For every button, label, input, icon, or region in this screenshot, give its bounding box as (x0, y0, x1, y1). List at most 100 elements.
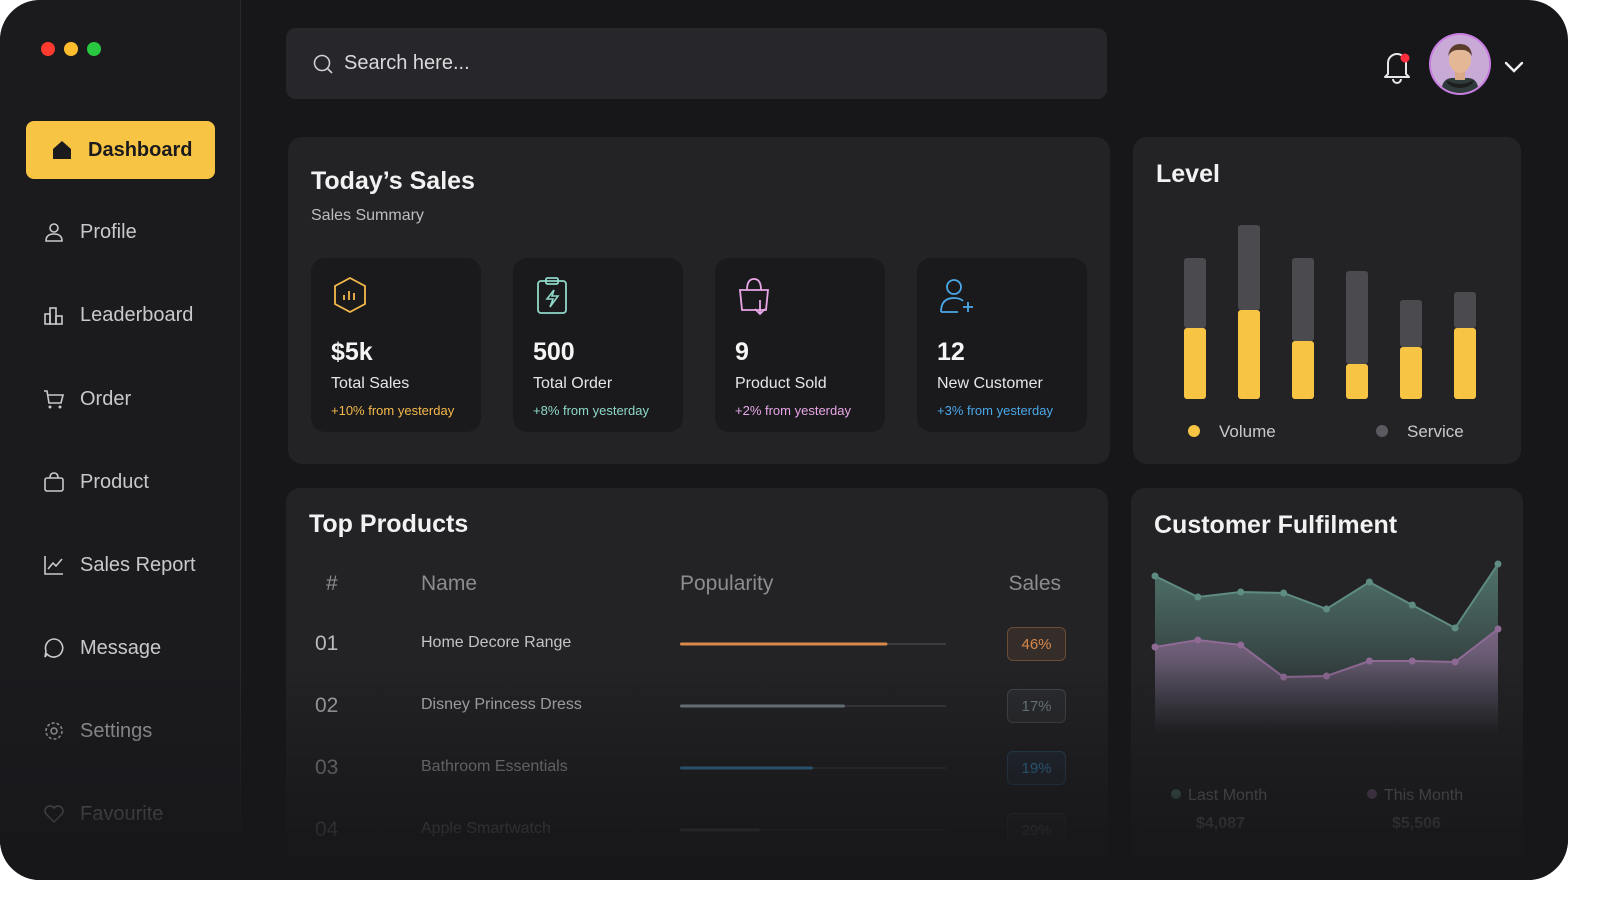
legend-label: Last Month (1188, 787, 1267, 804)
row-name: Apple Smartwatch (421, 820, 551, 837)
bar-segment (1400, 300, 1422, 347)
bar-segment (1292, 341, 1314, 399)
avatar[interactable] (1428, 32, 1492, 96)
card-change: +3% from yesterday (937, 403, 1053, 418)
nav-item[interactable]: Order (26, 370, 215, 428)
area-point (1408, 657, 1416, 665)
area-point (1494, 625, 1502, 633)
app: Dashboard Profile Leaderboard Order Product S… (0, 0, 1568, 880)
nav-item[interactable]: Message (26, 619, 215, 677)
row-name: Home Decore Range (421, 634, 572, 651)
todays-sales-panel: Today’s Sales Sales Summary $5k Total Sal… (288, 137, 1110, 464)
column-header: Sales (1008, 572, 1061, 595)
legend-label: Volume (1219, 422, 1276, 441)
nav-label: Order (80, 387, 132, 410)
window-zoom[interactable] (87, 42, 101, 56)
row-name: Disney Princess Dress (421, 696, 582, 713)
nav-item[interactable]: Leaderboard (26, 286, 215, 344)
legend-dot (1188, 425, 1200, 437)
panel-subtitle: Sales Summary (311, 207, 424, 224)
bar-segment (1454, 328, 1476, 399)
nav-label: Dashboard (88, 138, 193, 161)
window-minimize[interactable] (64, 42, 78, 56)
nav-item[interactable]: Settings (26, 702, 215, 760)
bar-segment (1292, 258, 1314, 341)
nav-label: Message (80, 636, 162, 659)
summary-card: 500 Total Order +8% from yesterday (513, 258, 683, 432)
legend-label: Service (1407, 422, 1464, 441)
popularity-bar (680, 642, 946, 646)
nav-icon (44, 638, 64, 658)
card-icon (537, 277, 567, 314)
legend-total: $5,506 (1392, 815, 1441, 832)
nav-icon (44, 390, 65, 409)
nav-item[interactable]: Favourite (26, 785, 215, 843)
legend-total: $4,087 (1196, 815, 1245, 832)
top-products-panel: Top Products # Name Popularity Sales 01 Home … (286, 488, 1108, 880)
popularity-fill (680, 766, 813, 770)
search-icon (313, 54, 333, 74)
column-header: Popularity (680, 572, 774, 595)
search-bar[interactable]: Search here... (286, 28, 1107, 99)
area-point (1365, 578, 1373, 586)
column-header: # (326, 572, 338, 595)
card-label: Product Sold (735, 375, 827, 392)
bar-segment (1184, 328, 1206, 399)
nav-icon (45, 722, 63, 740)
row-rank: 04 (315, 818, 339, 841)
bar-segment (1238, 310, 1260, 399)
area-point (1451, 658, 1459, 666)
popularity-fill (680, 828, 760, 832)
nav-item[interactable]: Profile (26, 203, 215, 261)
card-label: Total Sales (331, 375, 410, 392)
bar-segment (1346, 271, 1368, 364)
bar-segment (1400, 347, 1422, 399)
row-rank: 03 (315, 756, 339, 779)
row-name: Bathroom Essentials (421, 758, 568, 775)
bar-segment (1454, 292, 1476, 328)
nav-label: Profile (80, 220, 137, 243)
chart-title: Level (1156, 160, 1220, 188)
fulfilment-chart: Customer Fulfilment Last Month $4,087 This … (1151, 511, 1502, 832)
window-close[interactable] (41, 42, 55, 56)
card-icon (334, 276, 366, 314)
legend-label: This Month (1384, 787, 1463, 804)
card-value: 500 (533, 338, 575, 366)
card-label: New Customer (937, 375, 1043, 392)
card-icon (739, 278, 769, 316)
area-point (1280, 673, 1288, 681)
area-point (1194, 636, 1202, 644)
nav-label: Sales Report (80, 553, 196, 576)
nav-icon (44, 556, 63, 575)
row-rank: 02 (315, 694, 339, 717)
card-change: +10% from yesterday (331, 403, 455, 418)
bar-segment (1346, 364, 1368, 399)
row-rank: 01 (315, 632, 339, 655)
panel-title: Top Products (309, 510, 469, 538)
nav-item[interactable]: Product (26, 453, 215, 511)
nav-item[interactable]: Sales Report (26, 536, 215, 594)
sales-badge: 17% (1007, 689, 1066, 723)
area-point (1151, 572, 1159, 580)
chart-title: Customer Fulfilment (1154, 511, 1398, 539)
area-point (1365, 657, 1373, 665)
nav-item[interactable]: Dashboard (26, 121, 215, 179)
sales-badge: 29% (1007, 813, 1066, 847)
area-point (1194, 593, 1202, 601)
notification-bell[interactable] (1380, 48, 1414, 84)
legend-dot (1171, 789, 1181, 799)
card-icon (940, 279, 973, 313)
summary-card: 12 New Customer +3% from yesterday (917, 258, 1087, 432)
popularity-fill (680, 642, 888, 646)
level-chart: Level Volume Service (1156, 160, 1476, 441)
sales-badge: 46% (1007, 627, 1066, 661)
legend-dot (1367, 789, 1377, 799)
nav-label: Settings (80, 719, 153, 742)
bar-segment (1184, 258, 1206, 328)
card-change: +8% from yesterday (533, 403, 649, 418)
profile-menu-chevron[interactable] (1503, 60, 1525, 74)
nav-icon (44, 472, 64, 492)
bar-segment (1238, 225, 1260, 310)
summary-card: 9 Product Sold +2% from yesterday (715, 258, 885, 432)
nav-icon (45, 223, 63, 242)
